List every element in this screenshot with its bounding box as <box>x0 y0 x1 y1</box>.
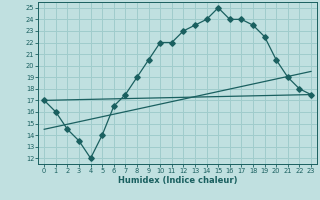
X-axis label: Humidex (Indice chaleur): Humidex (Indice chaleur) <box>118 176 237 185</box>
